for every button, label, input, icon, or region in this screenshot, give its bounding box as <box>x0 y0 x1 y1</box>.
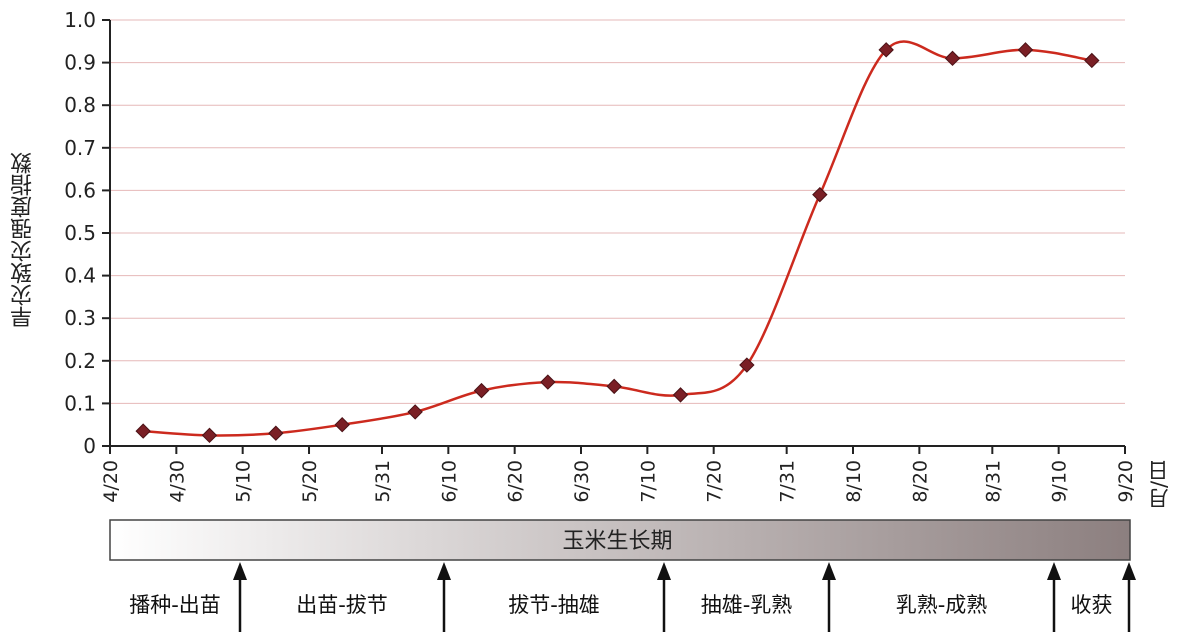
stage-label: 收获 <box>1071 593 1113 617</box>
y-tick-label: 0.3 <box>64 306 96 330</box>
growth-period-label: 玉米生长期 <box>562 529 672 554</box>
x-tick-label: 5/10 <box>233 460 255 503</box>
x-tick-label: 6/10 <box>438 460 460 503</box>
stage-label: 拔节-抽雄 <box>508 593 600 617</box>
stage-label: 乳熟-成熟 <box>896 593 988 617</box>
data-point <box>540 374 556 390</box>
x-tick-label: 5/31 <box>372 460 394 503</box>
stage-arrow-head <box>1047 562 1061 580</box>
x-tick-label: 9/10 <box>1049 460 1071 503</box>
stage-arrow-head <box>233 562 247 580</box>
x-tick-label: 8/10 <box>843 460 865 503</box>
data-point <box>812 186 828 203</box>
stage-label: 出苗-拔节 <box>296 593 388 617</box>
x-tick-label: 8/20 <box>909 460 931 503</box>
growth-period-bar <box>109 519 1131 561</box>
data-point <box>473 382 490 399</box>
stage-arrow-head <box>657 562 671 580</box>
x-tick-label: 5/20 <box>299 460 321 503</box>
data-point <box>1017 42 1034 58</box>
y-tick-label: 0.4 <box>64 264 96 288</box>
data-point <box>739 357 755 373</box>
y-tick-label: 0 <box>83 434 96 458</box>
y-tick-label: 0.1 <box>64 391 96 415</box>
data-point <box>135 423 151 439</box>
y-tick-label: 0.6 <box>64 178 96 202</box>
x-tick-label: 4/20 <box>100 460 122 503</box>
data-point <box>334 416 350 433</box>
y-tick-label: 1.0 <box>64 8 96 32</box>
x-tick-label: 6/30 <box>571 460 593 503</box>
series-line <box>143 40 1093 437</box>
data-point <box>268 425 284 441</box>
x-tick-label: 4/30 <box>166 460 188 503</box>
x-tick-label: 9/20 <box>1115 460 1137 503</box>
stage-label: 抽雄-乳熟 <box>701 593 793 617</box>
data-point <box>407 404 423 420</box>
stage-arrow-head <box>822 562 836 580</box>
data-point <box>606 378 622 395</box>
data-point <box>878 42 894 58</box>
x-tick-label: 7/10 <box>637 460 659 503</box>
data-point <box>1084 52 1100 69</box>
y-tick-label: 0.2 <box>64 349 96 373</box>
stage-arrow-head <box>1122 562 1136 580</box>
x-tick-label: 6/20 <box>505 460 527 503</box>
stage-label: 播种-出苗 <box>129 593 221 617</box>
x-tick-label: 7/20 <box>704 460 726 503</box>
x-tick-label: 7/31 <box>777 460 799 503</box>
x-tick-label: 8/31 <box>982 460 1004 503</box>
data-point <box>672 387 689 403</box>
stage-arrow-head <box>437 562 451 580</box>
y-tick-label: 0.7 <box>64 136 96 160</box>
y-tick-label: 0.9 <box>64 51 96 75</box>
y-tick-label: 0.8 <box>64 93 96 117</box>
data-point <box>944 50 961 67</box>
y-tick-label: 0.5 <box>64 221 96 245</box>
data-point <box>201 427 218 444</box>
